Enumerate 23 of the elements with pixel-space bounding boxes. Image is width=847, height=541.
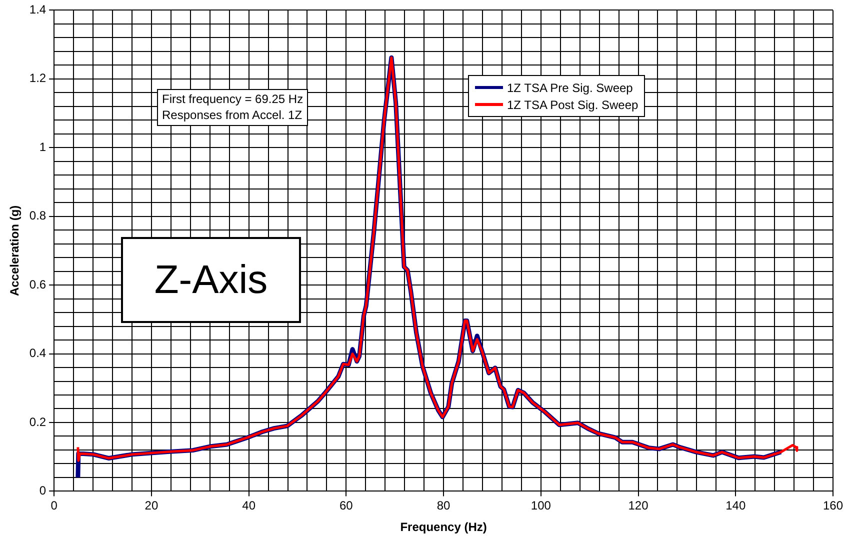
legend-label: 1Z TSA Post Sig. Sweep <box>507 98 638 112</box>
y-tick-label: 0.4 <box>29 346 46 360</box>
x-tick-label: 100 <box>530 498 552 513</box>
annotation: First frequency = 69.25 Hz Responses from Accel. 1Z <box>157 89 308 126</box>
y-tick-label: 1 <box>39 140 46 154</box>
y-tick-label: 0 <box>39 484 46 498</box>
x-tick-label: 60 <box>339 498 354 513</box>
x-tick-label: 0 <box>50 498 58 513</box>
y-axis-title: Acceleration (g) <box>8 205 22 296</box>
x-tick-label: 40 <box>242 498 256 513</box>
x-tick-label: 80 <box>436 498 451 513</box>
x-tick-label: 20 <box>144 498 158 513</box>
y-tick-label: 1.4 <box>29 2 46 17</box>
y-tick-label: 0.2 <box>29 414 46 429</box>
x-axis-title: Frequency (Hz) <box>400 520 487 534</box>
y-tick-label: 0.6 <box>29 277 46 292</box>
annotation: Z-Axis <box>121 237 301 323</box>
x-tick-label: 160 <box>822 498 844 513</box>
legend-label: 1Z TSA Pre Sig. Sweep <box>507 80 633 94</box>
y-tick-label: 1.2 <box>29 71 46 86</box>
x-tick-label: 120 <box>628 498 649 513</box>
x-tick-label: 140 <box>726 498 746 513</box>
y-tick-label: 0.8 <box>29 208 46 223</box>
